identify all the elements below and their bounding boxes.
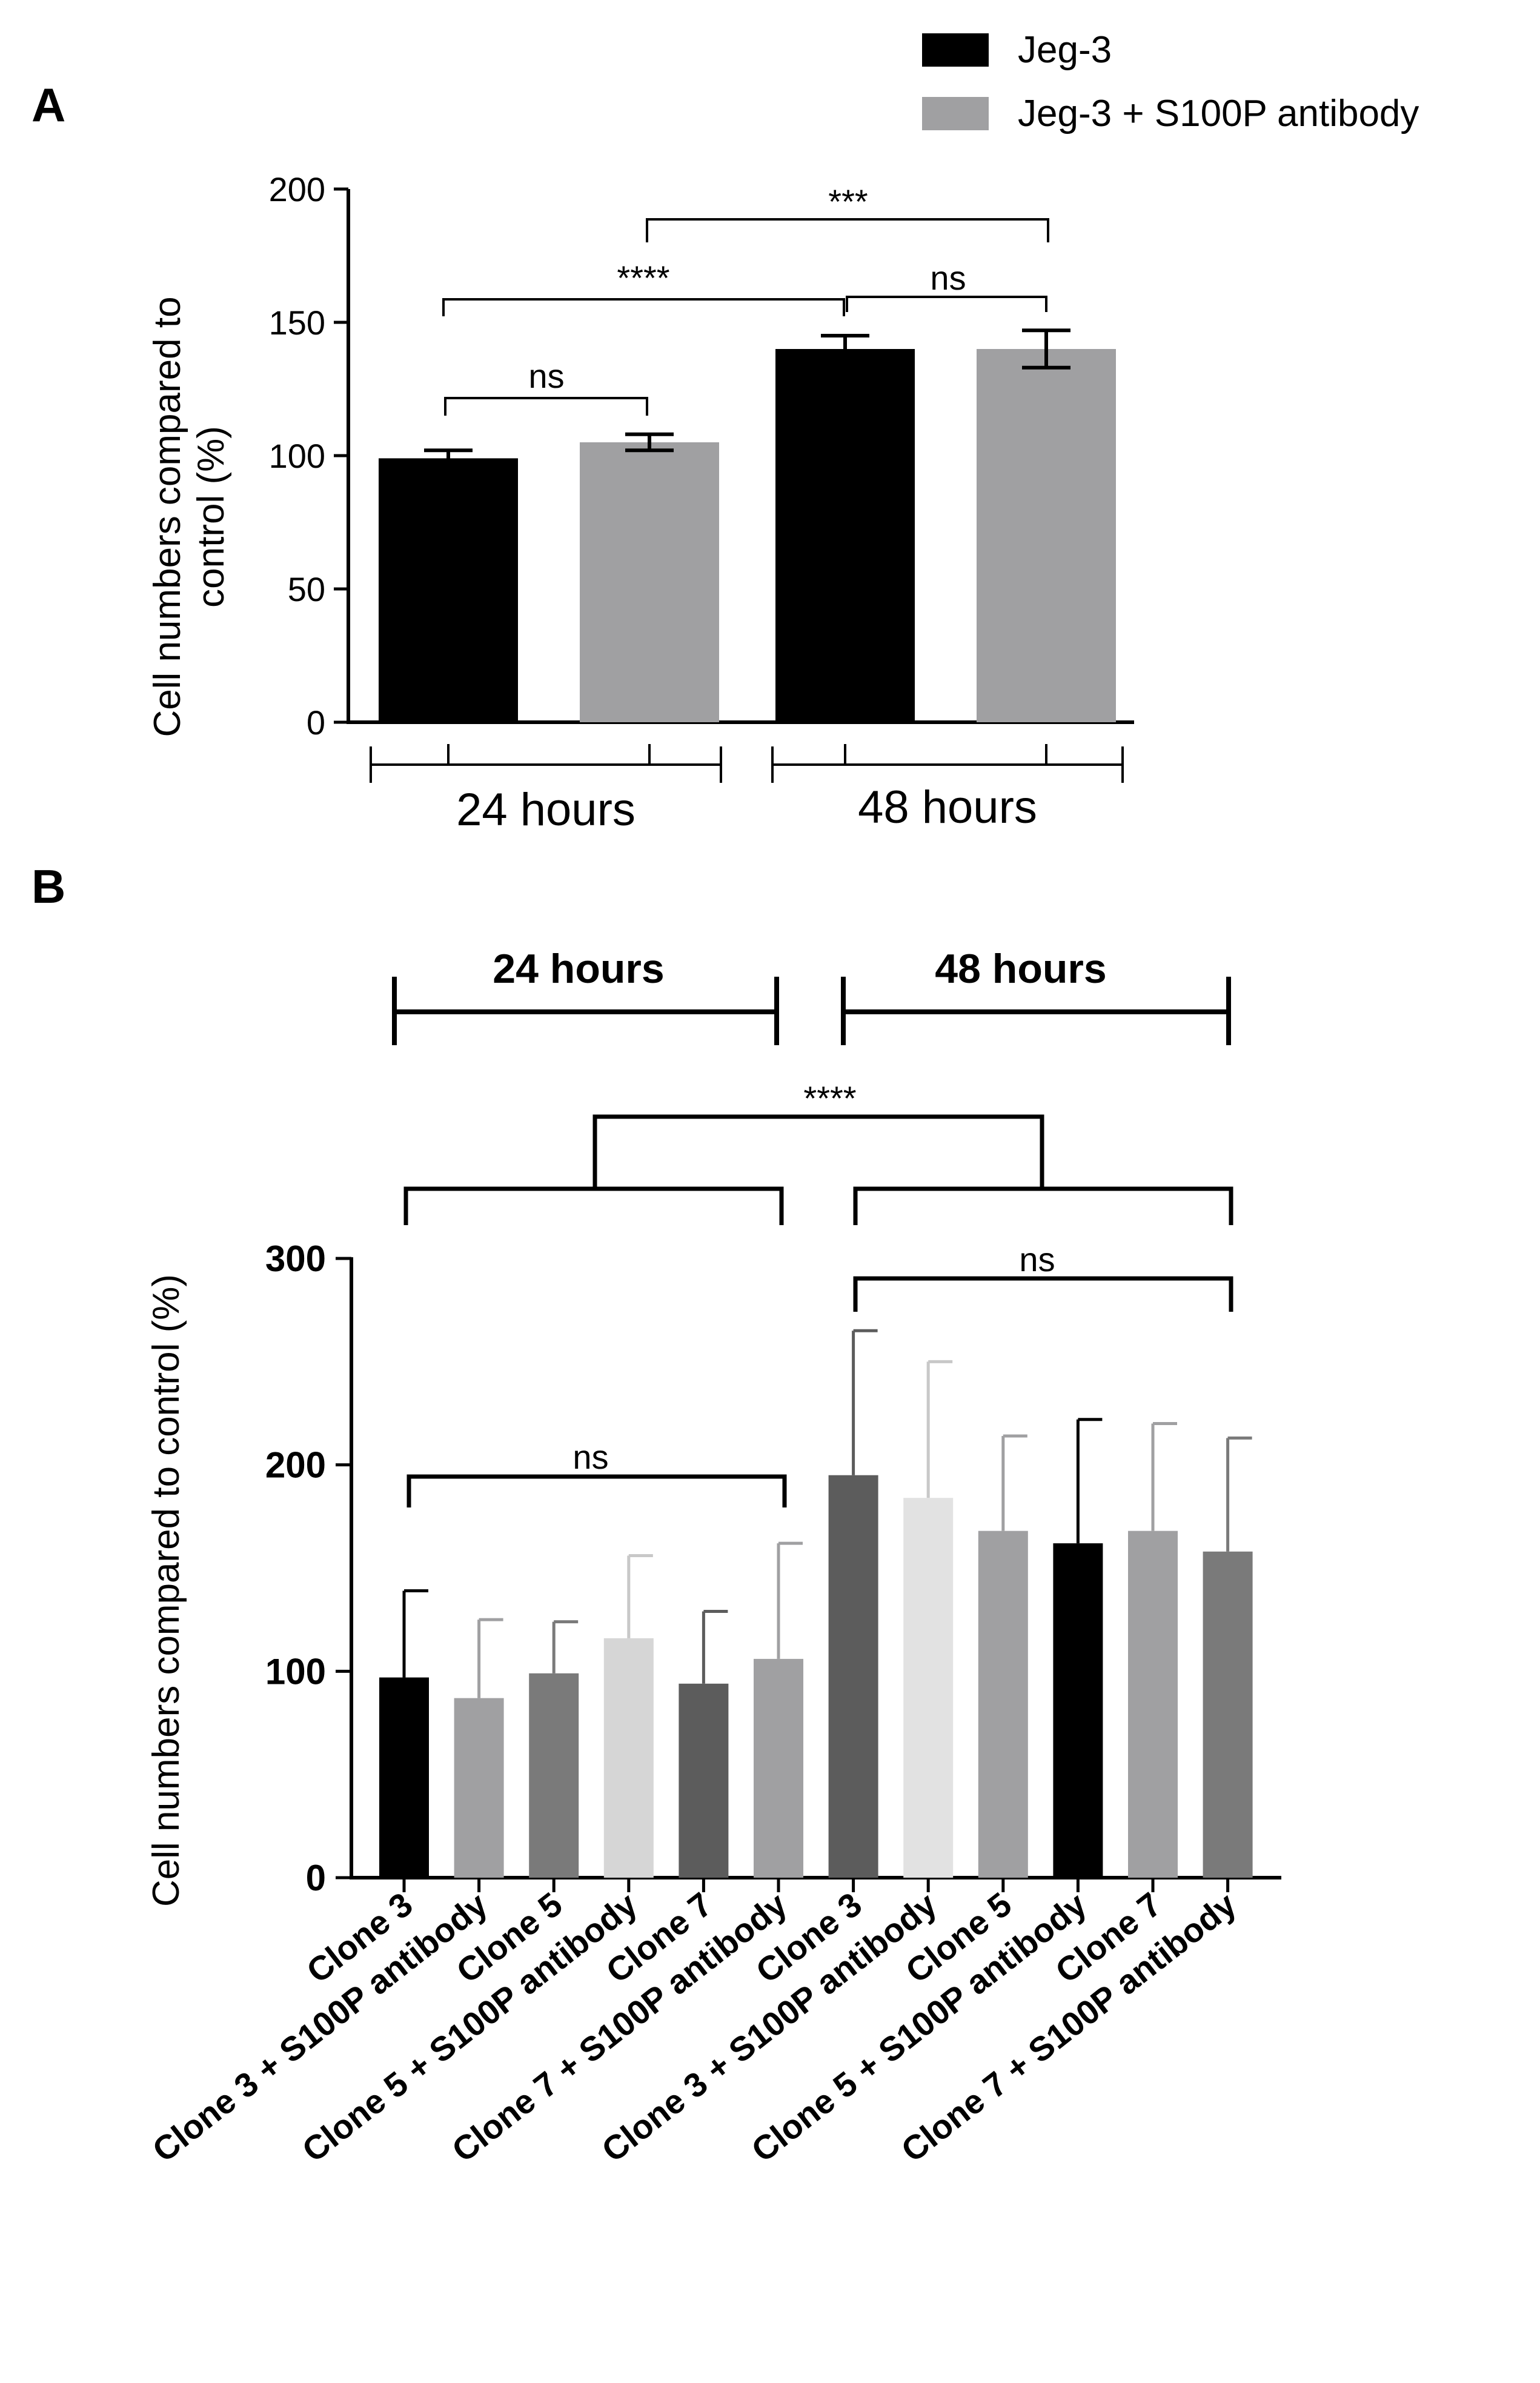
group-label-48h: 48 hours [858, 782, 1037, 833]
panel-a-y-axis-title-line-2: control (%) [190, 426, 232, 608]
error-bar-10 [1076, 1418, 1103, 1544]
error-bar-8 [926, 1360, 953, 1498]
bar-4 [603, 1638, 654, 1878]
panel-b-bars [379, 1329, 1253, 1878]
sig-bracket-group-24h [403, 1186, 784, 1225]
panel-a-group-axis: 24 hours 48 hours [370, 744, 1124, 836]
y-tick-label-50: 50 [288, 570, 325, 608]
panel-a-y-ticks: 0 50 100 150 200 [269, 170, 348, 742]
group-label-24h: 24 hours [456, 784, 636, 836]
bar-10 [1053, 1543, 1103, 1878]
bar-2 [454, 1698, 504, 1878]
bar-8 [903, 1498, 954, 1878]
bar-5 [679, 1683, 729, 1878]
panel-b-y-axis-title: Cell numbers compared to control (%) [145, 1274, 187, 1907]
sig-label-antibody: *** [828, 182, 868, 221]
y-tick-label-100: 100 [265, 1651, 326, 1692]
sig-label-24h-clones: ns [573, 1438, 608, 1476]
error-bar-7 [852, 1329, 878, 1475]
bar-3 [529, 1673, 579, 1878]
panel-a-y-axis-title: Cell numbers compared to control (%) [147, 296, 232, 737]
bar-24h-jeg3 [379, 458, 518, 722]
sig-label-48h: ns [930, 259, 966, 297]
bar-11 [1128, 1531, 1178, 1878]
panel-b-x-ticks [402, 1878, 1230, 1892]
panel-b-label: B [32, 860, 65, 913]
bar-9 [978, 1531, 1028, 1878]
panel-a-label: A [32, 78, 65, 131]
y-tick-label-150: 150 [269, 304, 325, 342]
bar-48h-jeg3-antibody [977, 349, 1116, 722]
error-bar-1 [402, 1589, 428, 1678]
sig-bracket-antibody [646, 218, 1049, 242]
y-tick-label-200: 200 [269, 170, 325, 208]
error-bar-5 [702, 1610, 728, 1684]
sig-label-48h-clones: ns [1019, 1240, 1055, 1278]
y-tick-label-200: 200 [265, 1445, 326, 1486]
error-bar-48h-jeg3 [821, 334, 869, 364]
group-bracket-24h [370, 744, 722, 783]
y-tick-label-0: 0 [306, 1858, 326, 1898]
sig-bracket-48h [846, 296, 1047, 312]
panel-a: A Jeg-3 Jeg-3 + S100P antibody Cell numb… [32, 29, 1419, 836]
error-bar-24h-jeg3-antibody [625, 432, 674, 453]
sig-label-24h-vs-48h: **** [803, 1079, 856, 1117]
sig-bracket-jeg3 [442, 298, 845, 316]
sig-bracket-24h-clones [407, 1474, 787, 1507]
panel-b-y-ticks: 0 100 200 300 [265, 1238, 351, 1898]
sig-label-24h: ns [528, 357, 564, 395]
sig-bracket-group-48h [853, 1186, 1233, 1225]
error-bar-24h-jeg3 [424, 448, 473, 468]
header-bracket-48h [841, 977, 1231, 1045]
error-bar-11 [1151, 1422, 1177, 1531]
header-24h: 24 hours [493, 946, 664, 992]
error-bar-9 [1001, 1434, 1027, 1531]
error-bar-2 [477, 1618, 503, 1698]
legend-label-jeg3: Jeg-3 [1018, 29, 1112, 71]
legend-swatch-jeg3-antibody [922, 97, 989, 130]
y-tick-label-300: 300 [265, 1238, 326, 1279]
bar-24h-jeg3-antibody [580, 442, 719, 722]
panel-a-y-axis-title-line-1: Cell numbers compared to [147, 296, 188, 737]
y-tick-label-0: 0 [307, 703, 325, 742]
sig-bracket-48h-clones [853, 1276, 1233, 1312]
y-tick-label-100: 100 [269, 437, 325, 475]
bar-7 [828, 1475, 878, 1878]
header-48h: 48 hours [935, 946, 1106, 992]
panel-a-bars [379, 328, 1116, 722]
group-bracket-48h [771, 744, 1124, 783]
bar-6 [754, 1658, 803, 1878]
panel-b-significance: **** ns ns [403, 1079, 1233, 1507]
error-bar-12 [1226, 1436, 1252, 1552]
legend: Jeg-3 Jeg-3 + S100P antibody [922, 29, 1419, 135]
panel-b-group-headers: 24 hours 48 hours [392, 946, 1231, 1045]
bar-12 [1203, 1551, 1253, 1878]
error-bar-48h-jeg3-antibody [1022, 328, 1070, 370]
error-bar-4 [627, 1554, 653, 1638]
bar-48h-jeg3 [775, 349, 915, 722]
sig-bracket-24h-vs-48h [592, 1114, 1044, 1188]
sig-label-jeg3: **** [617, 259, 669, 297]
error-bar-6 [777, 1541, 803, 1659]
legend-swatch-jeg3 [922, 33, 989, 67]
panel-a-significance: ns ns **** *** [442, 182, 1049, 416]
error-bar-3 [552, 1620, 579, 1673]
panel-b: B 24 hours 48 hours **** ns ns Cell numb… [32, 860, 1281, 2169]
legend-label-jeg3-antibody: Jeg-3 + S100P antibody [1018, 93, 1419, 135]
bar-1 [379, 1677, 429, 1878]
sig-bracket-24h [444, 397, 648, 416]
header-bracket-24h [392, 977, 779, 1045]
